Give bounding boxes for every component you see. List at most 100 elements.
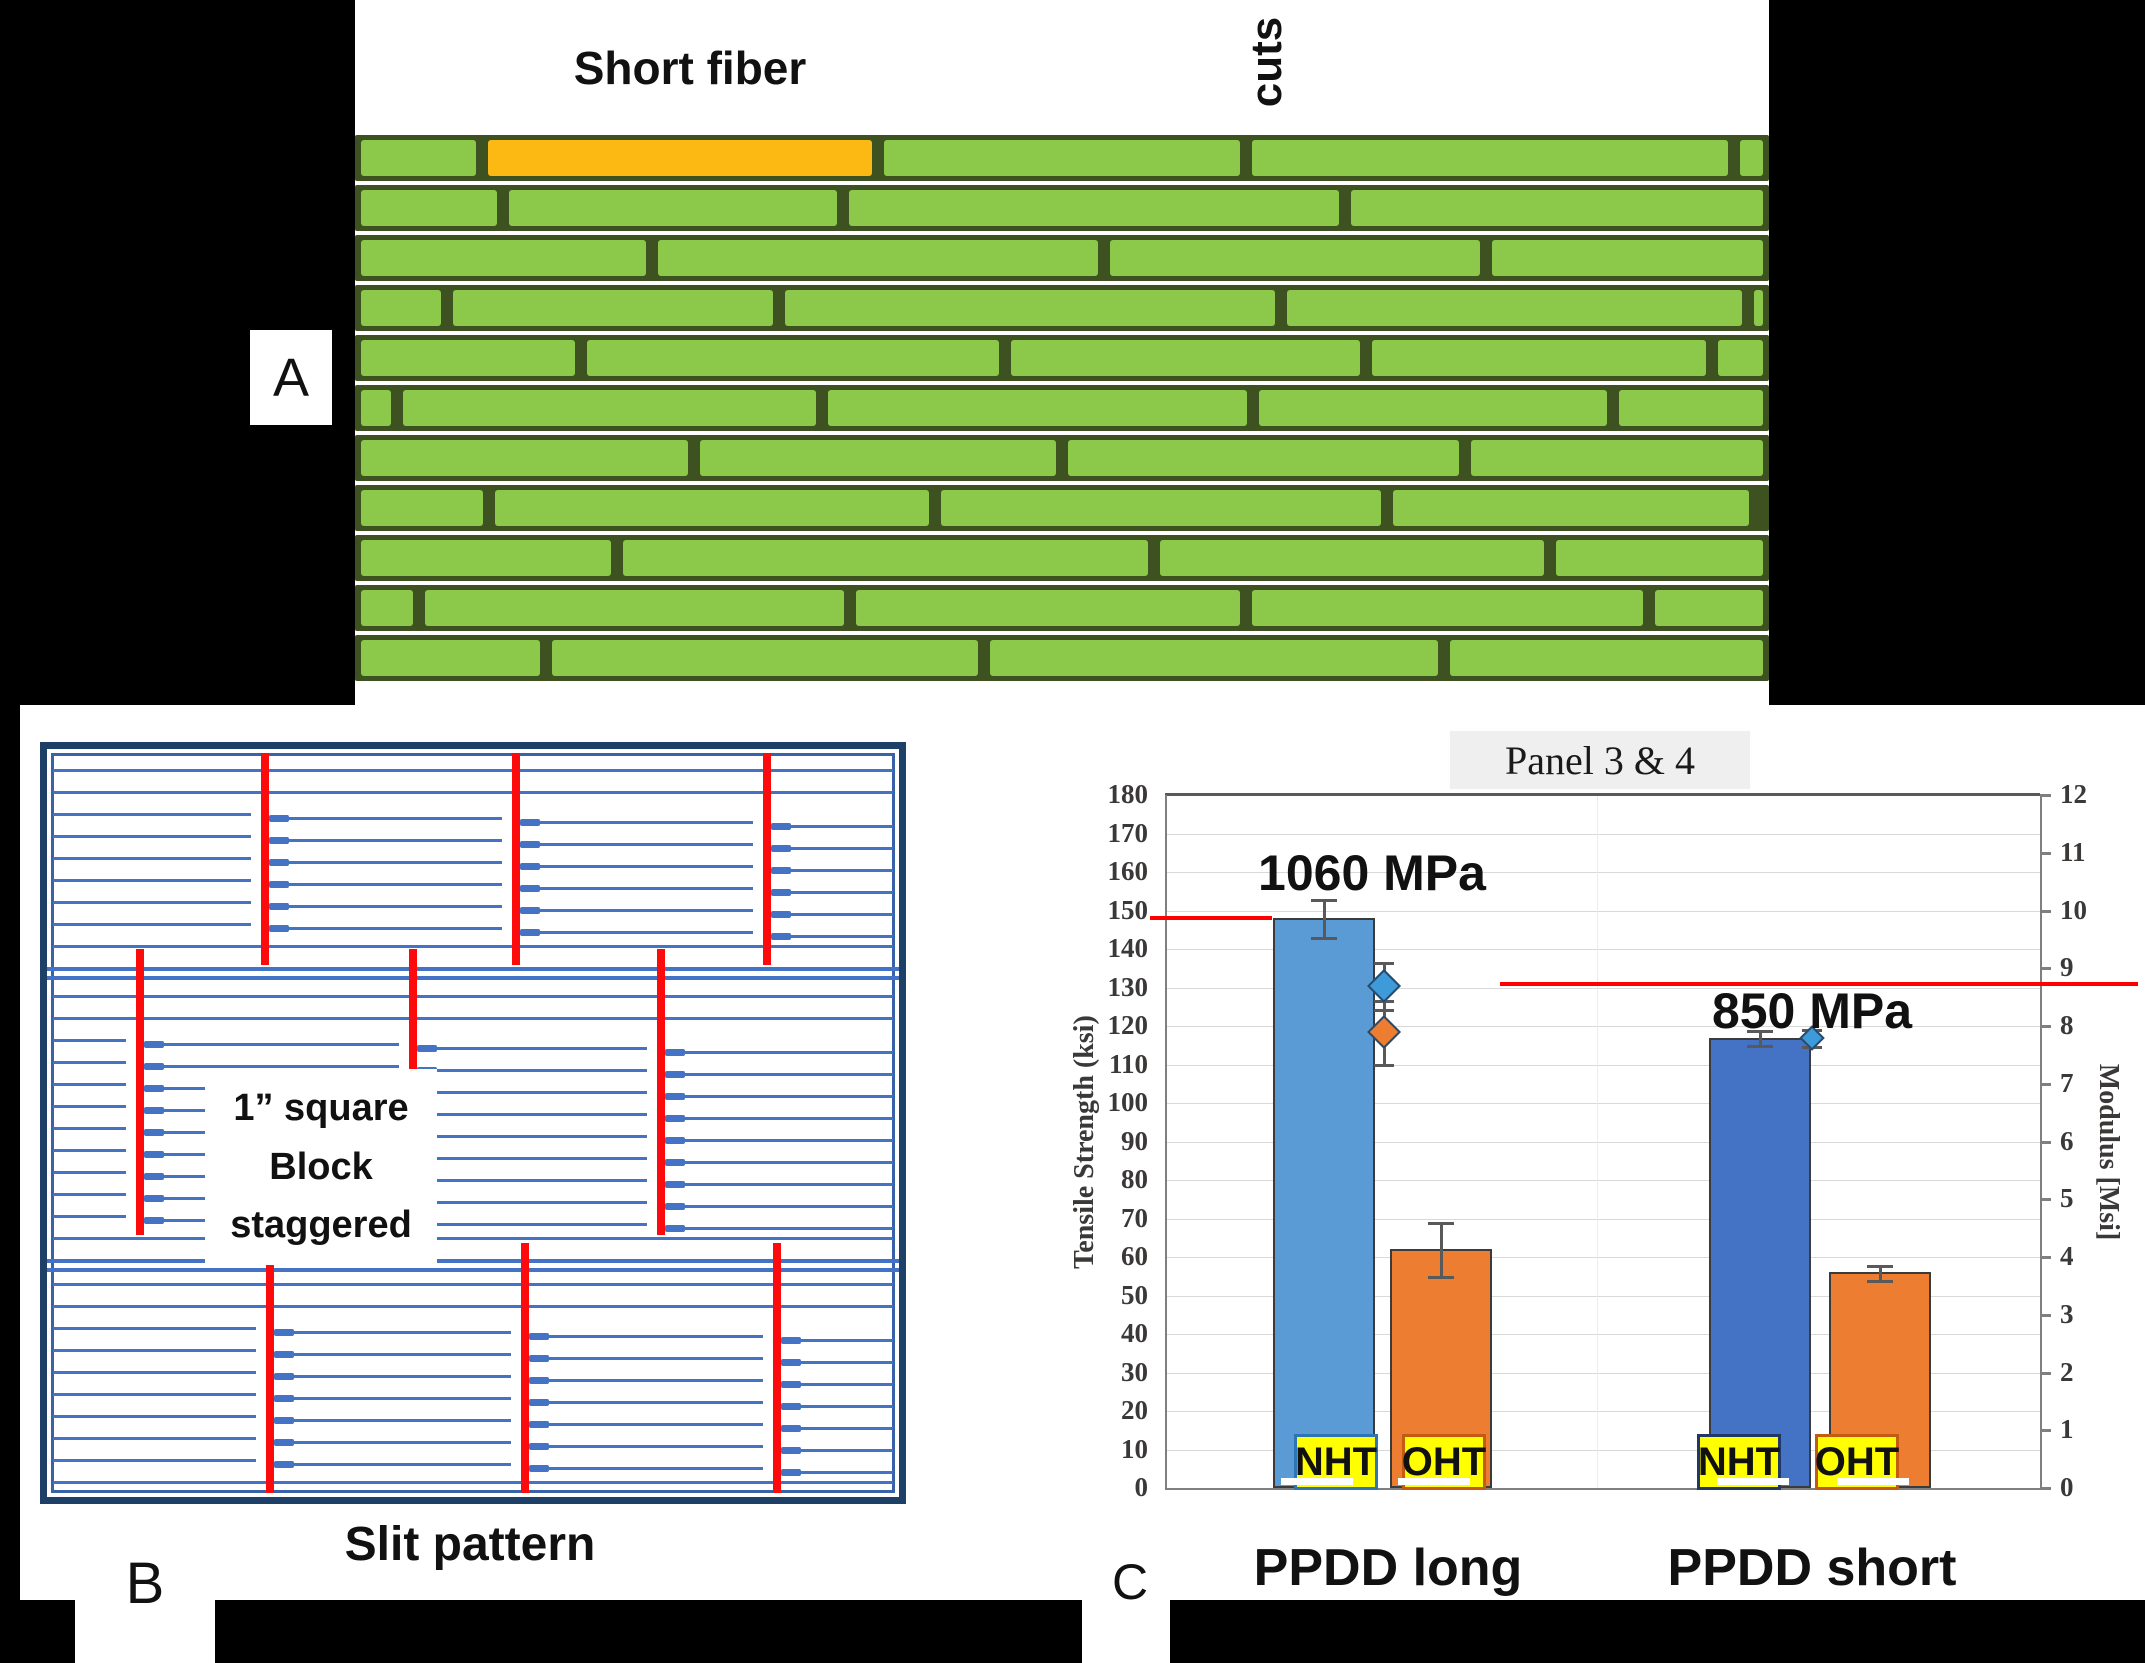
tow-line-segment	[665, 1227, 893, 1230]
tow-line-segment	[53, 813, 252, 816]
brick	[855, 590, 1240, 626]
tow-line-segment	[528, 1467, 764, 1470]
slit-annotation-line1: 1” square	[233, 1086, 409, 1129]
brick	[1110, 240, 1481, 276]
tow-line-segment	[519, 931, 753, 934]
y-tick-mark-right	[2040, 909, 2051, 913]
brick	[1350, 190, 1763, 226]
y-tick-right: 10	[2060, 894, 2087, 925]
gridline	[1165, 1295, 2040, 1297]
tow-line-segment	[665, 1183, 893, 1186]
tow-line-segment	[528, 1423, 764, 1426]
tow-line	[53, 1305, 893, 1308]
modulus-error-cap	[1374, 1063, 1394, 1067]
brick-row	[355, 135, 1769, 181]
y-tick-right: 4	[2060, 1241, 2074, 1271]
brick	[361, 540, 611, 576]
brick-row	[355, 235, 1769, 281]
tow-line-segment	[143, 1043, 400, 1046]
y-tick-left: 70	[1121, 1202, 1148, 1233]
tow-line-segment	[665, 1139, 893, 1142]
gridline	[1165, 833, 2040, 835]
y-tick-right: 9	[2060, 952, 2074, 983]
error-bar-cap	[1747, 1045, 1773, 1049]
tow-line-segment	[781, 1449, 893, 1452]
gridline	[1165, 1411, 2040, 1412]
tow-line-segment	[53, 835, 252, 838]
tow-line-segment	[53, 857, 252, 860]
tow-line	[53, 769, 893, 772]
tow-line-segment	[53, 1149, 126, 1152]
error-bar	[1323, 898, 1326, 938]
y-tick-right: 8	[2060, 1010, 2074, 1040]
y-tick-left: 60	[1121, 1241, 1148, 1271]
tow-line-segment	[770, 935, 893, 938]
brick-row	[355, 385, 1769, 431]
cut-line	[266, 1243, 275, 1493]
y-tick-right: 1	[2060, 1414, 2074, 1445]
brick	[361, 340, 576, 376]
annotation-850mpa: 850 MPa	[1711, 983, 1913, 1039]
y-tick-left: 10	[1121, 1433, 1148, 1464]
cut-line	[773, 1243, 782, 1493]
tow-line-segment	[528, 1335, 764, 1338]
tow-line-segment	[519, 843, 753, 846]
brick	[361, 290, 441, 326]
panel-a-letter-box: A	[250, 330, 332, 425]
error-bar	[1879, 1264, 1882, 1281]
tow-line	[53, 791, 893, 794]
tow-line-segment	[53, 1193, 126, 1196]
tow-line-segment	[53, 1393, 257, 1396]
tow-line-segment	[274, 1463, 511, 1466]
tow-line-segment	[417, 1091, 648, 1094]
tow-line-segment	[781, 1427, 893, 1430]
gridline	[1165, 1064, 2040, 1066]
tow-line-segment	[53, 1039, 126, 1042]
reference-line	[1150, 916, 1272, 921]
tow-line-segment	[269, 927, 502, 930]
error-bar-cap	[1311, 898, 1337, 902]
tow-line-segment	[417, 1157, 648, 1160]
tow-line-segment	[770, 891, 893, 894]
gridline	[1165, 1026, 2040, 1027]
plot-border-left	[1165, 795, 1167, 1488]
brick	[1619, 390, 1763, 426]
tow-line-segment	[143, 1065, 400, 1068]
error-bar-cap	[1747, 1029, 1773, 1033]
tow-line-segment	[269, 861, 502, 864]
cut-line	[511, 753, 520, 965]
panel-b-letter-box	[75, 1572, 215, 1663]
cut-line	[762, 753, 771, 965]
tow-line-segment	[665, 1095, 893, 1098]
brick	[848, 190, 1339, 226]
y-tick-left: 80	[1121, 1164, 1148, 1194]
brick	[587, 340, 1000, 376]
tow-line-segment	[781, 1405, 893, 1408]
slit-annotation-line3: staggered	[230, 1204, 412, 1247]
annotation-1060mpa: 1060 MPa	[1258, 845, 1486, 901]
y-tick-mark-right	[2040, 851, 2051, 855]
tow-line-segment	[53, 1349, 257, 1352]
tow-line	[53, 1283, 893, 1286]
y-tick-left: 90	[1121, 1125, 1148, 1156]
y-tick-left: 120	[1107, 1010, 1149, 1040]
brick-row	[355, 535, 1769, 581]
tow-line-segment	[519, 887, 753, 890]
tow-line-segment	[274, 1441, 511, 1444]
brick	[1753, 290, 1763, 326]
tow-line-segment	[53, 1061, 126, 1064]
bar-base-highlight	[1717, 1478, 1789, 1485]
tow-line	[53, 1481, 893, 1484]
tow-line-segment	[274, 1353, 511, 1356]
tow-line-segment	[781, 1383, 893, 1386]
y-tick-left: 40	[1121, 1318, 1148, 1348]
gridline	[1165, 1218, 2040, 1220]
gridline	[1165, 1141, 2040, 1143]
brick	[1258, 390, 1608, 426]
y-tick-mark-right	[2040, 1256, 2051, 1259]
brick	[1393, 490, 1749, 526]
brick	[1287, 290, 1742, 326]
brick	[1251, 590, 1643, 626]
